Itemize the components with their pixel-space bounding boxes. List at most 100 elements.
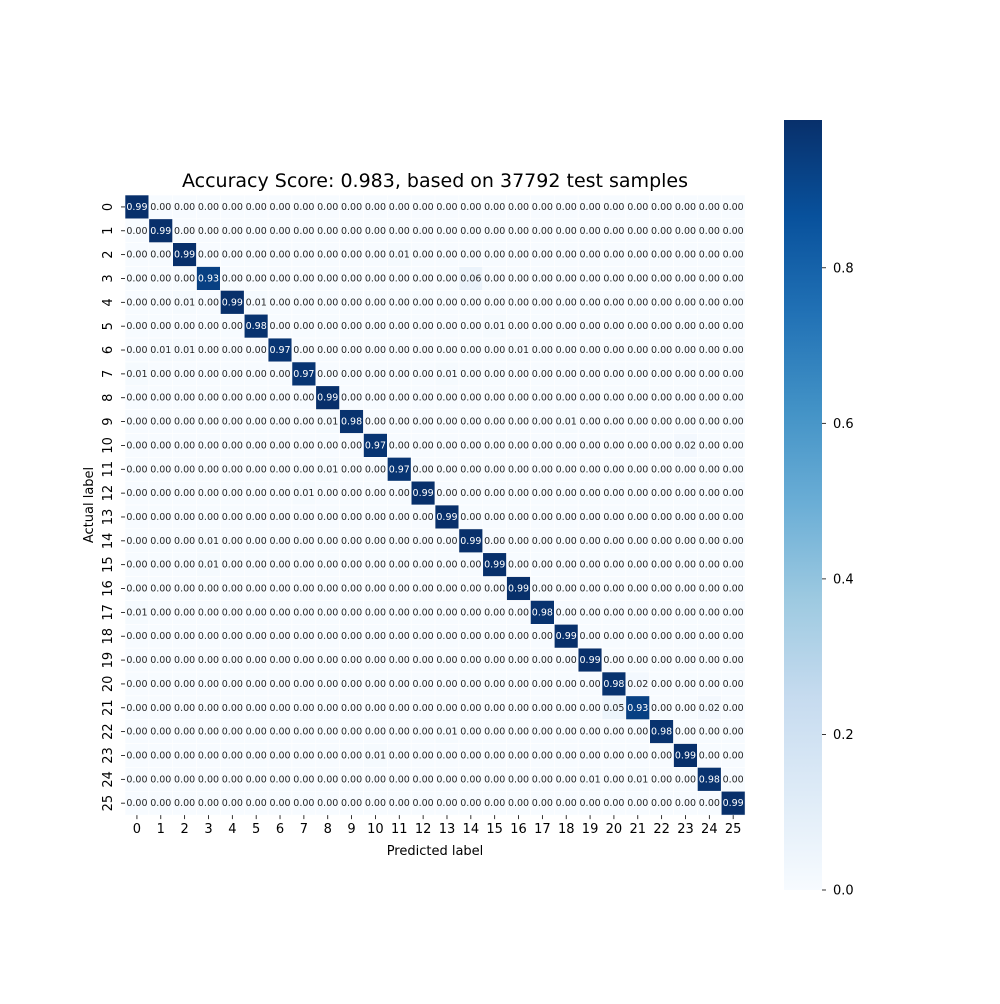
cell-value-label: 0.00 <box>389 297 410 308</box>
cell-value-label: 0.00 <box>436 250 457 261</box>
cell-value-label: 0.00 <box>484 273 505 284</box>
cell-value-label: 0.00 <box>126 679 147 690</box>
cell-value-label: 0.00 <box>174 202 195 213</box>
cell-value-label: 0.00 <box>484 750 505 761</box>
cell-value-label: 0.00 <box>222 488 243 499</box>
cell-value-label: 0.00 <box>532 345 553 356</box>
cell-value-label: 0.00 <box>460 584 481 595</box>
y-tick-label: 9 <box>101 417 116 425</box>
cell-value-label: 0.00 <box>317 273 338 284</box>
cell-value-label: 0.00 <box>341 607 362 618</box>
x-tick-label: 22 <box>653 822 670 837</box>
y-tick-label: 12 <box>101 485 116 502</box>
cell-value-label: 0.00 <box>365 655 386 666</box>
cell-value-label: 0.00 <box>389 417 410 428</box>
cell-value-label: 0.00 <box>150 584 171 595</box>
cell-value-label: 0.00 <box>556 560 577 571</box>
cell-value-label: 0.00 <box>436 488 457 499</box>
cell-value-label: 0.00 <box>508 536 529 547</box>
cell-value-label: 0.00 <box>627 655 648 666</box>
cell-value-label: 0.00 <box>436 226 457 237</box>
cell-value-label: 0.01 <box>436 727 457 738</box>
cell-value-label: 0.00 <box>460 512 481 523</box>
cell-value-label: 0.00 <box>723 393 744 404</box>
cell-value-label: 0.00 <box>484 512 505 523</box>
cell-value-label: 0.00 <box>675 369 696 380</box>
cell-value-label: 0.00 <box>556 584 577 595</box>
cell-value-label: 0.00 <box>699 655 720 666</box>
cell-value-label: 0.00 <box>651 560 672 571</box>
cell-value-label: 0.99 <box>675 750 696 761</box>
cell-value-label: 0.00 <box>436 393 457 404</box>
cell-value-label: 0.00 <box>222 226 243 237</box>
cell-value-label: 0.00 <box>603 440 624 451</box>
cell-value-label: 0.00 <box>508 273 529 284</box>
cell-value-label: 0.00 <box>532 560 553 571</box>
cell-value-label: 0.00 <box>723 464 744 475</box>
cell-value-label: 0.00 <box>126 798 147 809</box>
cell-value-label: 0.00 <box>389 488 410 499</box>
cell-value-label: 0.00 <box>675 560 696 571</box>
cell-value-label: 0.00 <box>675 488 696 499</box>
cell-value-label: 0.00 <box>341 202 362 213</box>
x-tick-label: 7 <box>300 822 308 837</box>
cell-value-label: 0.00 <box>508 417 529 428</box>
x-tick-label: 6 <box>276 822 284 837</box>
x-tick-label: 24 <box>701 822 718 837</box>
cell-value-label: 0.00 <box>627 202 648 213</box>
cell-value-label: 0.01 <box>246 297 267 308</box>
cell-value-label: 0.00 <box>198 750 219 761</box>
cell-value-label: 0.00 <box>413 464 434 475</box>
cell-value-label: 0.00 <box>508 464 529 475</box>
cell-value-label: 0.00 <box>293 440 314 451</box>
cell-value-label: 0.00 <box>699 464 720 475</box>
cell-value-label: 0.00 <box>317 750 338 761</box>
cell-value-label: 0.00 <box>603 417 624 428</box>
cell-value-label: 0.00 <box>150 488 171 499</box>
cell-value-label: 0.00 <box>603 369 624 380</box>
cell-value-label: 0.00 <box>603 655 624 666</box>
cell-value-label: 0.00 <box>365 536 386 547</box>
cell-value-label: 0.00 <box>675 703 696 714</box>
cell-value-label: 0.00 <box>603 202 624 213</box>
cell-value-label: 0.00 <box>341 345 362 356</box>
cell-value-label: 0.00 <box>699 750 720 761</box>
cell-value-label: 0.00 <box>484 488 505 499</box>
cell-value-label: 0.00 <box>293 250 314 261</box>
cell-value-label: 0.00 <box>246 703 267 714</box>
cell-value-label: 0.00 <box>174 774 195 785</box>
cell-value-label: 0.00 <box>174 798 195 809</box>
cell-value-label: 0.00 <box>723 774 744 785</box>
cell-value-label: 0.00 <box>484 584 505 595</box>
cell-value-label: 0.00 <box>246 679 267 690</box>
cell-value-label: 0.00 <box>484 655 505 666</box>
cell-value-label: 0.00 <box>341 464 362 475</box>
cell-value-label: 0.00 <box>436 584 457 595</box>
cell-value-label: 0.00 <box>532 250 553 261</box>
cell-value-label: 0.00 <box>150 273 171 284</box>
cell-value-label: 0.00 <box>651 202 672 213</box>
cell-value-label: 0.00 <box>508 440 529 451</box>
cell-value-label: 0.00 <box>436 703 457 714</box>
cell-value-label: 0.00 <box>699 607 720 618</box>
cell-value-label: 0.00 <box>317 321 338 332</box>
cell-value-label: 0.00 <box>341 321 362 332</box>
cell-value-label: 0.00 <box>460 488 481 499</box>
cell-value-label: 0.00 <box>269 584 290 595</box>
cell-value-label: 0.00 <box>341 560 362 571</box>
cell-value-label: 0.00 <box>580 345 601 356</box>
cell-value-label: 0.00 <box>675 679 696 690</box>
cell-value-label: 0.00 <box>556 345 577 356</box>
x-tick-label: 13 <box>439 822 456 837</box>
cell-value-label: 0.99 <box>436 512 457 523</box>
cell-value-label: 0.00 <box>675 321 696 332</box>
cell-value-label: 0.00 <box>246 607 267 618</box>
cell-value-label: 0.00 <box>341 679 362 690</box>
cell-value-label: 0.00 <box>293 393 314 404</box>
cell-value-label: 0.00 <box>365 631 386 642</box>
y-tick-label: 18 <box>101 628 116 645</box>
cell-value-label: 0.01 <box>365 750 386 761</box>
cell-value-label: 0.00 <box>222 774 243 785</box>
cell-value-label: 0.00 <box>126 774 147 785</box>
